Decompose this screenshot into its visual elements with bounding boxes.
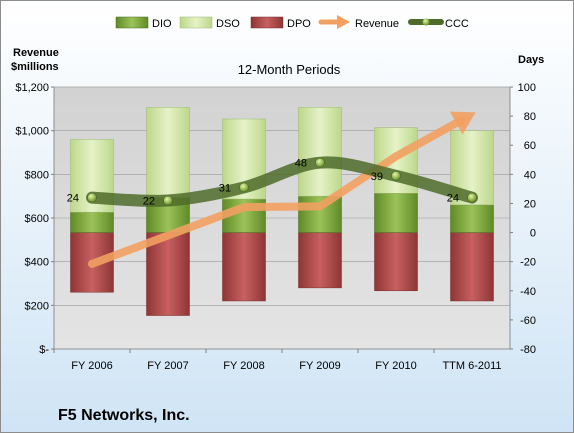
bar-dio (70, 211, 114, 233)
x-tick-label: FY 2007 (147, 360, 188, 372)
legend-swatch-ccc (408, 18, 444, 26)
left-axis-title-line1: Revenue (13, 47, 59, 59)
right-tick-label: -80 (520, 344, 536, 356)
bar-dio (374, 193, 418, 233)
legend-label-ccc: CCC (445, 18, 469, 30)
right-tick-label: 80 (524, 111, 536, 123)
right-tick-label: -40 (520, 286, 536, 298)
left-axis-title-line2: $millions (11, 61, 59, 73)
right-tick-label: 60 (524, 140, 536, 152)
bar-dpo (222, 232, 266, 302)
legend-label-dso: DSO (216, 18, 240, 30)
revenue-layer (88, 111, 476, 268)
right-tick-label: 20 (524, 198, 536, 210)
bar-dpo (146, 232, 190, 316)
ccc-data-label: 24 (67, 193, 79, 205)
ccc-point (239, 182, 249, 193)
bar-dpo (374, 232, 418, 292)
left-axis-ticks: $- $200 $400 $600 $800 $1,000 $1,200 (15, 82, 54, 356)
bar-dso (146, 107, 190, 198)
left-tick-label: $1,000 (15, 126, 49, 138)
legend-label-dio: DIO (152, 18, 172, 30)
ccc-point (391, 171, 401, 181)
ccc-layer: 24 22 31 48 39 24 (67, 156, 478, 208)
bar-dpo (298, 232, 342, 289)
right-tick-label: 40 (524, 169, 536, 181)
x-tick-label: FY 2008 (223, 360, 264, 372)
legend-swatch-dpo (250, 16, 284, 29)
left-tick-label: $1,200 (15, 82, 49, 94)
bar-dso (298, 107, 342, 197)
right-tick-label: 100 (518, 82, 536, 94)
left-tick-label: $600 (25, 213, 49, 225)
ccc-data-label: 24 (447, 193, 459, 205)
ccc-data-label: 22 (143, 196, 155, 208)
ccc-point (315, 157, 325, 168)
ccc-data-label: 39 (371, 171, 383, 183)
x-tick-label: TTM 6-2011 (442, 360, 501, 372)
right-tick-label: -60 (520, 315, 536, 327)
bar-dio (450, 204, 494, 233)
revenue-arrowhead (449, 111, 476, 135)
x-tick-label: FY 2009 (299, 360, 340, 372)
ccc-data-label: 31 (219, 182, 231, 194)
right-axis-ticks: -80 -60 -40 -20 0 20 40 60 80 100 (510, 82, 536, 356)
legend-label-revenue: Revenue (355, 18, 399, 30)
right-tick-label: -20 (520, 257, 536, 269)
ccc-point (163, 195, 173, 206)
legend: DIO DSO DPO Revenue CCC (115, 15, 469, 30)
x-tick-label: FY 2010 (375, 360, 416, 372)
legend-swatch-revenue (318, 15, 350, 29)
x-tick-label: FY 2006 (71, 360, 112, 372)
bar-dpo (450, 232, 494, 302)
ccc-data-label: 48 (295, 158, 307, 170)
left-tick-label: $800 (25, 169, 49, 181)
x-axis-ticks: FY 2006 FY 2007 FY 2008 FY 2009 FY 2010 TTM 6… (53, 349, 502, 372)
bar-dio (298, 195, 342, 233)
company-name: F5 Networks, Inc. (58, 407, 190, 424)
legend-swatch-dso (179, 16, 213, 29)
legend-swatch-dio (115, 16, 149, 29)
ccc-point (87, 192, 97, 203)
chart-subtitle: 12-Month Periods (238, 62, 341, 77)
left-tick-label: $200 (25, 300, 49, 312)
right-tick-label: 0 (530, 228, 536, 240)
ccc-line (86, 156, 478, 207)
legend-label-dpo: DPO (287, 18, 311, 30)
left-tick-label: $400 (25, 257, 49, 269)
ccc-point (467, 192, 477, 203)
left-tick-label: $- (39, 344, 49, 356)
right-axis-title: Days (518, 54, 544, 66)
revenue-line (88, 116, 466, 268)
